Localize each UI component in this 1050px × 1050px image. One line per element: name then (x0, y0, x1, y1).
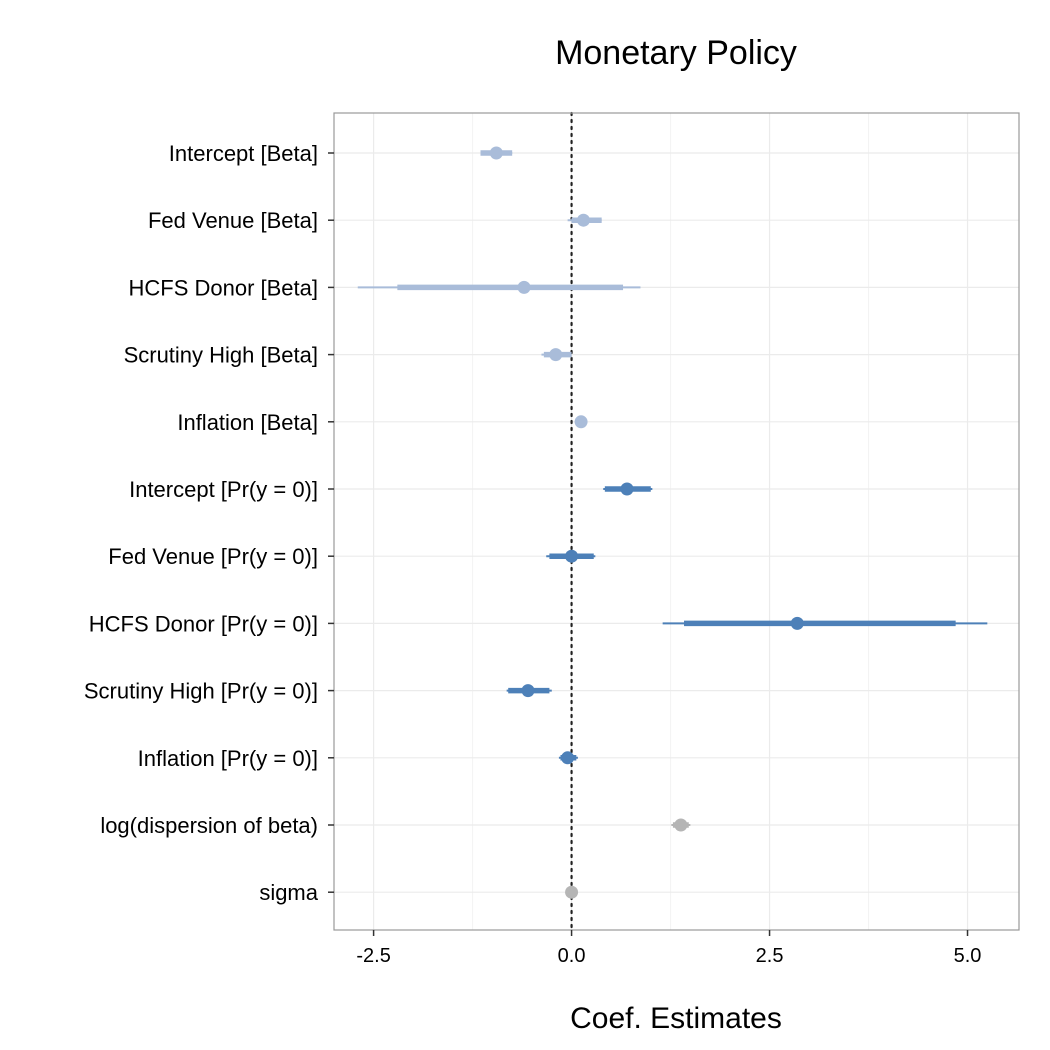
estimate-point (790, 616, 804, 630)
estimate-point (576, 213, 590, 227)
x-axis-title: Coef. Estimates (570, 1002, 782, 1035)
x-tick-label: 5.0 (954, 945, 982, 967)
plot-panel (334, 113, 1019, 930)
y-tick-label: Inflation [Pr(y = 0)] (138, 746, 318, 771)
estimate-point (565, 885, 579, 899)
estimate-point (489, 146, 503, 160)
y-tick-label: sigma (259, 880, 318, 905)
y-tick-label: HCFS Donor [Beta] (128, 275, 318, 300)
estimate-point (549, 348, 563, 362)
x-tick-label: -2.5 (356, 945, 390, 967)
estimate-point (517, 280, 531, 294)
estimate-point (620, 482, 634, 496)
y-tick-label: Inflation [Beta] (177, 410, 318, 435)
y-tick-label: Scrutiny High [Pr(y = 0)] (84, 679, 318, 704)
estimate-point (521, 684, 535, 698)
plot-layer: Intercept [Beta] Fed Venue [Beta] HCFS Don… (84, 111, 1020, 967)
estimate-point (574, 415, 588, 429)
y-tick-label: Intercept [Pr(y = 0)] (129, 477, 318, 502)
y-tick-label: Intercept [Beta] (169, 141, 318, 166)
plot-panel-border (333, 112, 1020, 931)
y-tick-label: Fed Venue [Pr(y = 0)] (108, 544, 318, 569)
y-tick-label: Fed Venue [Beta] (148, 208, 318, 233)
x-tick-label: 0.0 (558, 945, 586, 967)
estimate-point (674, 818, 688, 832)
y-tick-label: HCFS Donor [Pr(y = 0)] (89, 611, 318, 636)
chart-title: Monetary Policy (555, 34, 797, 72)
estimate-point (565, 549, 579, 563)
x-tick-label: 2.5 (756, 945, 784, 967)
estimate-point (561, 751, 575, 765)
y-tick-label: Scrutiny High [Beta] (124, 343, 318, 368)
y-tick-label: log(dispersion of beta) (100, 813, 318, 838)
